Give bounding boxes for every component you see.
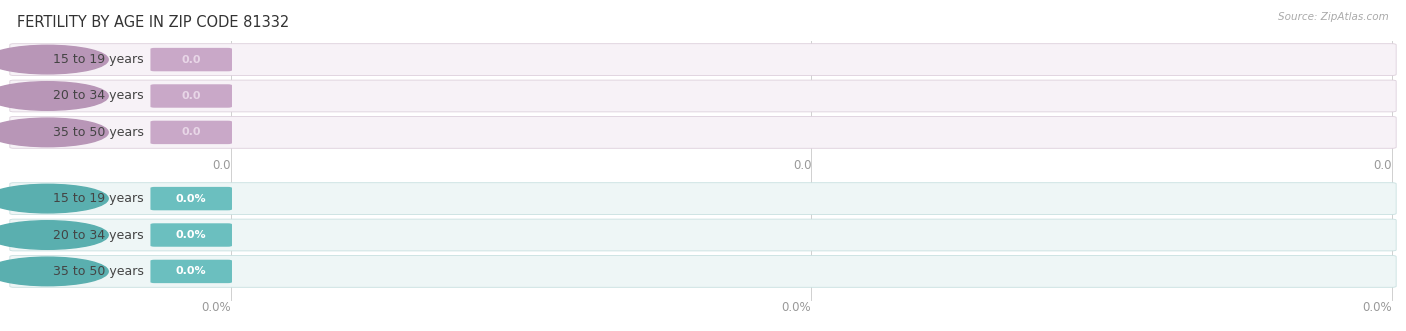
Text: 0.0: 0.0 [181, 55, 201, 65]
Circle shape [0, 221, 108, 249]
Circle shape [0, 257, 108, 286]
FancyBboxPatch shape [150, 187, 232, 210]
FancyBboxPatch shape [150, 84, 232, 108]
Circle shape [0, 82, 108, 110]
Text: 20 to 34 years: 20 to 34 years [53, 228, 143, 242]
FancyBboxPatch shape [10, 117, 1396, 148]
FancyBboxPatch shape [150, 48, 232, 71]
Circle shape [0, 118, 108, 147]
Text: 0.0%: 0.0% [176, 194, 207, 204]
Text: 0.0%: 0.0% [176, 230, 207, 240]
Text: 0.0: 0.0 [212, 159, 231, 172]
FancyBboxPatch shape [10, 256, 1396, 287]
Text: FERTILITY BY AGE IN ZIP CODE 81332: FERTILITY BY AGE IN ZIP CODE 81332 [17, 15, 290, 30]
Text: 15 to 19 years: 15 to 19 years [53, 192, 143, 205]
Text: 0.0: 0.0 [181, 127, 201, 137]
FancyBboxPatch shape [150, 260, 232, 283]
Text: 0.0%: 0.0% [201, 301, 231, 314]
Text: 35 to 50 years: 35 to 50 years [53, 126, 145, 139]
FancyBboxPatch shape [10, 80, 1396, 112]
Text: 20 to 34 years: 20 to 34 years [53, 89, 143, 103]
FancyBboxPatch shape [10, 183, 1396, 214]
Circle shape [0, 45, 108, 74]
Text: 0.0: 0.0 [181, 91, 201, 101]
FancyBboxPatch shape [150, 121, 232, 144]
Text: 0.0%: 0.0% [176, 266, 207, 276]
Text: 0.0: 0.0 [1374, 159, 1392, 172]
FancyBboxPatch shape [10, 44, 1396, 75]
Text: 0.0%: 0.0% [782, 301, 811, 314]
Text: 35 to 50 years: 35 to 50 years [53, 265, 145, 278]
FancyBboxPatch shape [10, 219, 1396, 251]
Text: 0.0%: 0.0% [1362, 301, 1392, 314]
Text: 15 to 19 years: 15 to 19 years [53, 53, 143, 66]
Circle shape [0, 184, 108, 213]
Text: 0.0: 0.0 [793, 159, 811, 172]
Text: Source: ZipAtlas.com: Source: ZipAtlas.com [1278, 12, 1389, 22]
FancyBboxPatch shape [150, 223, 232, 247]
